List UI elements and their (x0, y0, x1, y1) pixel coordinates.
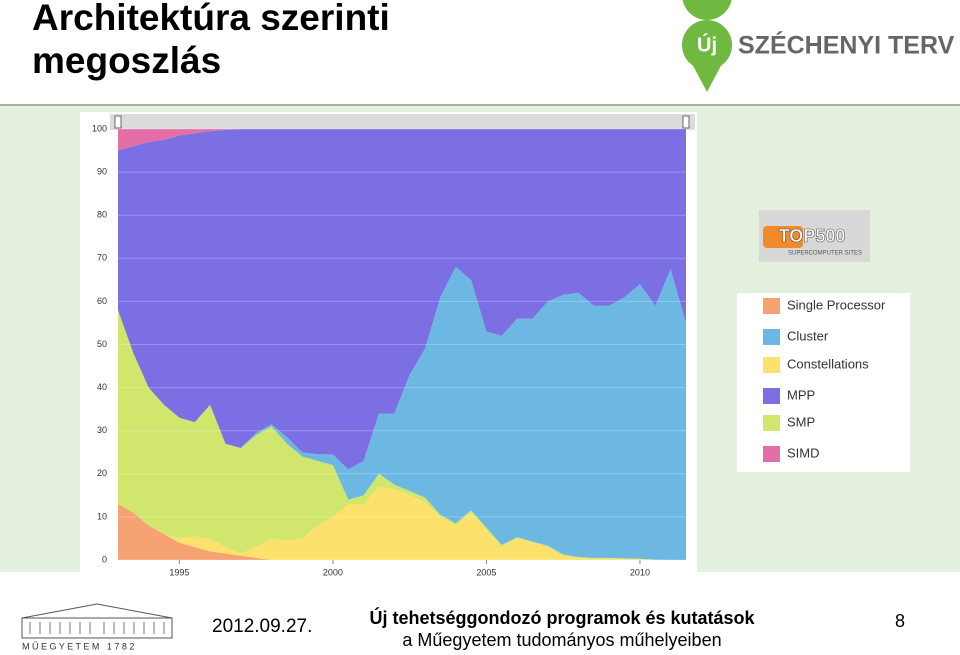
legend-swatch (763, 357, 780, 373)
x-tick-label: 2010 (630, 567, 650, 577)
y-tick-label: 80 (97, 210, 107, 220)
legend-label: Constellations (787, 356, 869, 371)
area (118, 266, 686, 560)
building-windows (29, 622, 165, 634)
legend (737, 293, 910, 472)
building-roof (21, 603, 173, 619)
badge-sub: SUPERCOMPUTER SITES (788, 251, 862, 257)
footer-date: 2012.09.27. (212, 616, 312, 637)
area (118, 129, 686, 151)
scroll-handle[interactable] (114, 115, 122, 129)
logo-pin-text: Új (697, 32, 717, 56)
area (118, 129, 686, 470)
building (21, 617, 173, 639)
page-number: 8 (895, 611, 905, 631)
y-tick-label: 60 (97, 296, 107, 306)
y-tick-label: 40 (97, 382, 107, 392)
y-tick-label: 30 (97, 425, 107, 435)
y-tick-label: 0 (102, 554, 107, 564)
slide-title: Architektúra szerinti (32, 0, 390, 38)
legend-label: MPP (787, 387, 815, 402)
legend-label: Single Processor (787, 297, 886, 312)
legend-swatch (763, 415, 780, 431)
x-tick-label: 1995 (169, 567, 189, 577)
legend-swatch (763, 298, 780, 314)
x-tick-label: 2000 (323, 567, 343, 577)
y-tick-label: 10 (97, 511, 107, 521)
university-name: M Ű E G Y E T E M 1 7 8 2 (22, 641, 134, 651)
y-tick-label: 20 (97, 468, 107, 478)
legend-swatch (763, 446, 780, 462)
legend-label: SMP (787, 414, 815, 429)
y-tick-label: 50 (97, 339, 107, 349)
footer-subtitle: a Műegyetem tudományos műhelyeiben (402, 630, 721, 650)
area (118, 503, 686, 560)
logo-name: SZÉCHENYI TERV (738, 31, 955, 60)
scroll-handle[interactable] (682, 115, 690, 129)
x-tick-label: 2005 (476, 567, 496, 577)
area (118, 486, 686, 560)
legend-label: Cluster (787, 328, 829, 343)
badge-name: TOP500 (779, 226, 846, 246)
y-tick-label: 70 (97, 253, 107, 263)
slide-title: megoszlás (32, 40, 221, 81)
y-tick-label: 100 (92, 123, 107, 133)
area (118, 310, 686, 560)
university-logo (21, 603, 173, 639)
legend-swatch (763, 388, 780, 404)
legend-label: SIMD (787, 445, 820, 460)
legend-swatch (763, 329, 780, 345)
scroll-bar (110, 114, 695, 130)
footer-title: Új tehetséggondozó programok és kutatáso… (369, 607, 755, 628)
logo-pin-head (682, 20, 732, 70)
badge-mark (763, 226, 803, 248)
logo-pin (682, 0, 732, 92)
y-tick-label: 90 (97, 166, 107, 176)
